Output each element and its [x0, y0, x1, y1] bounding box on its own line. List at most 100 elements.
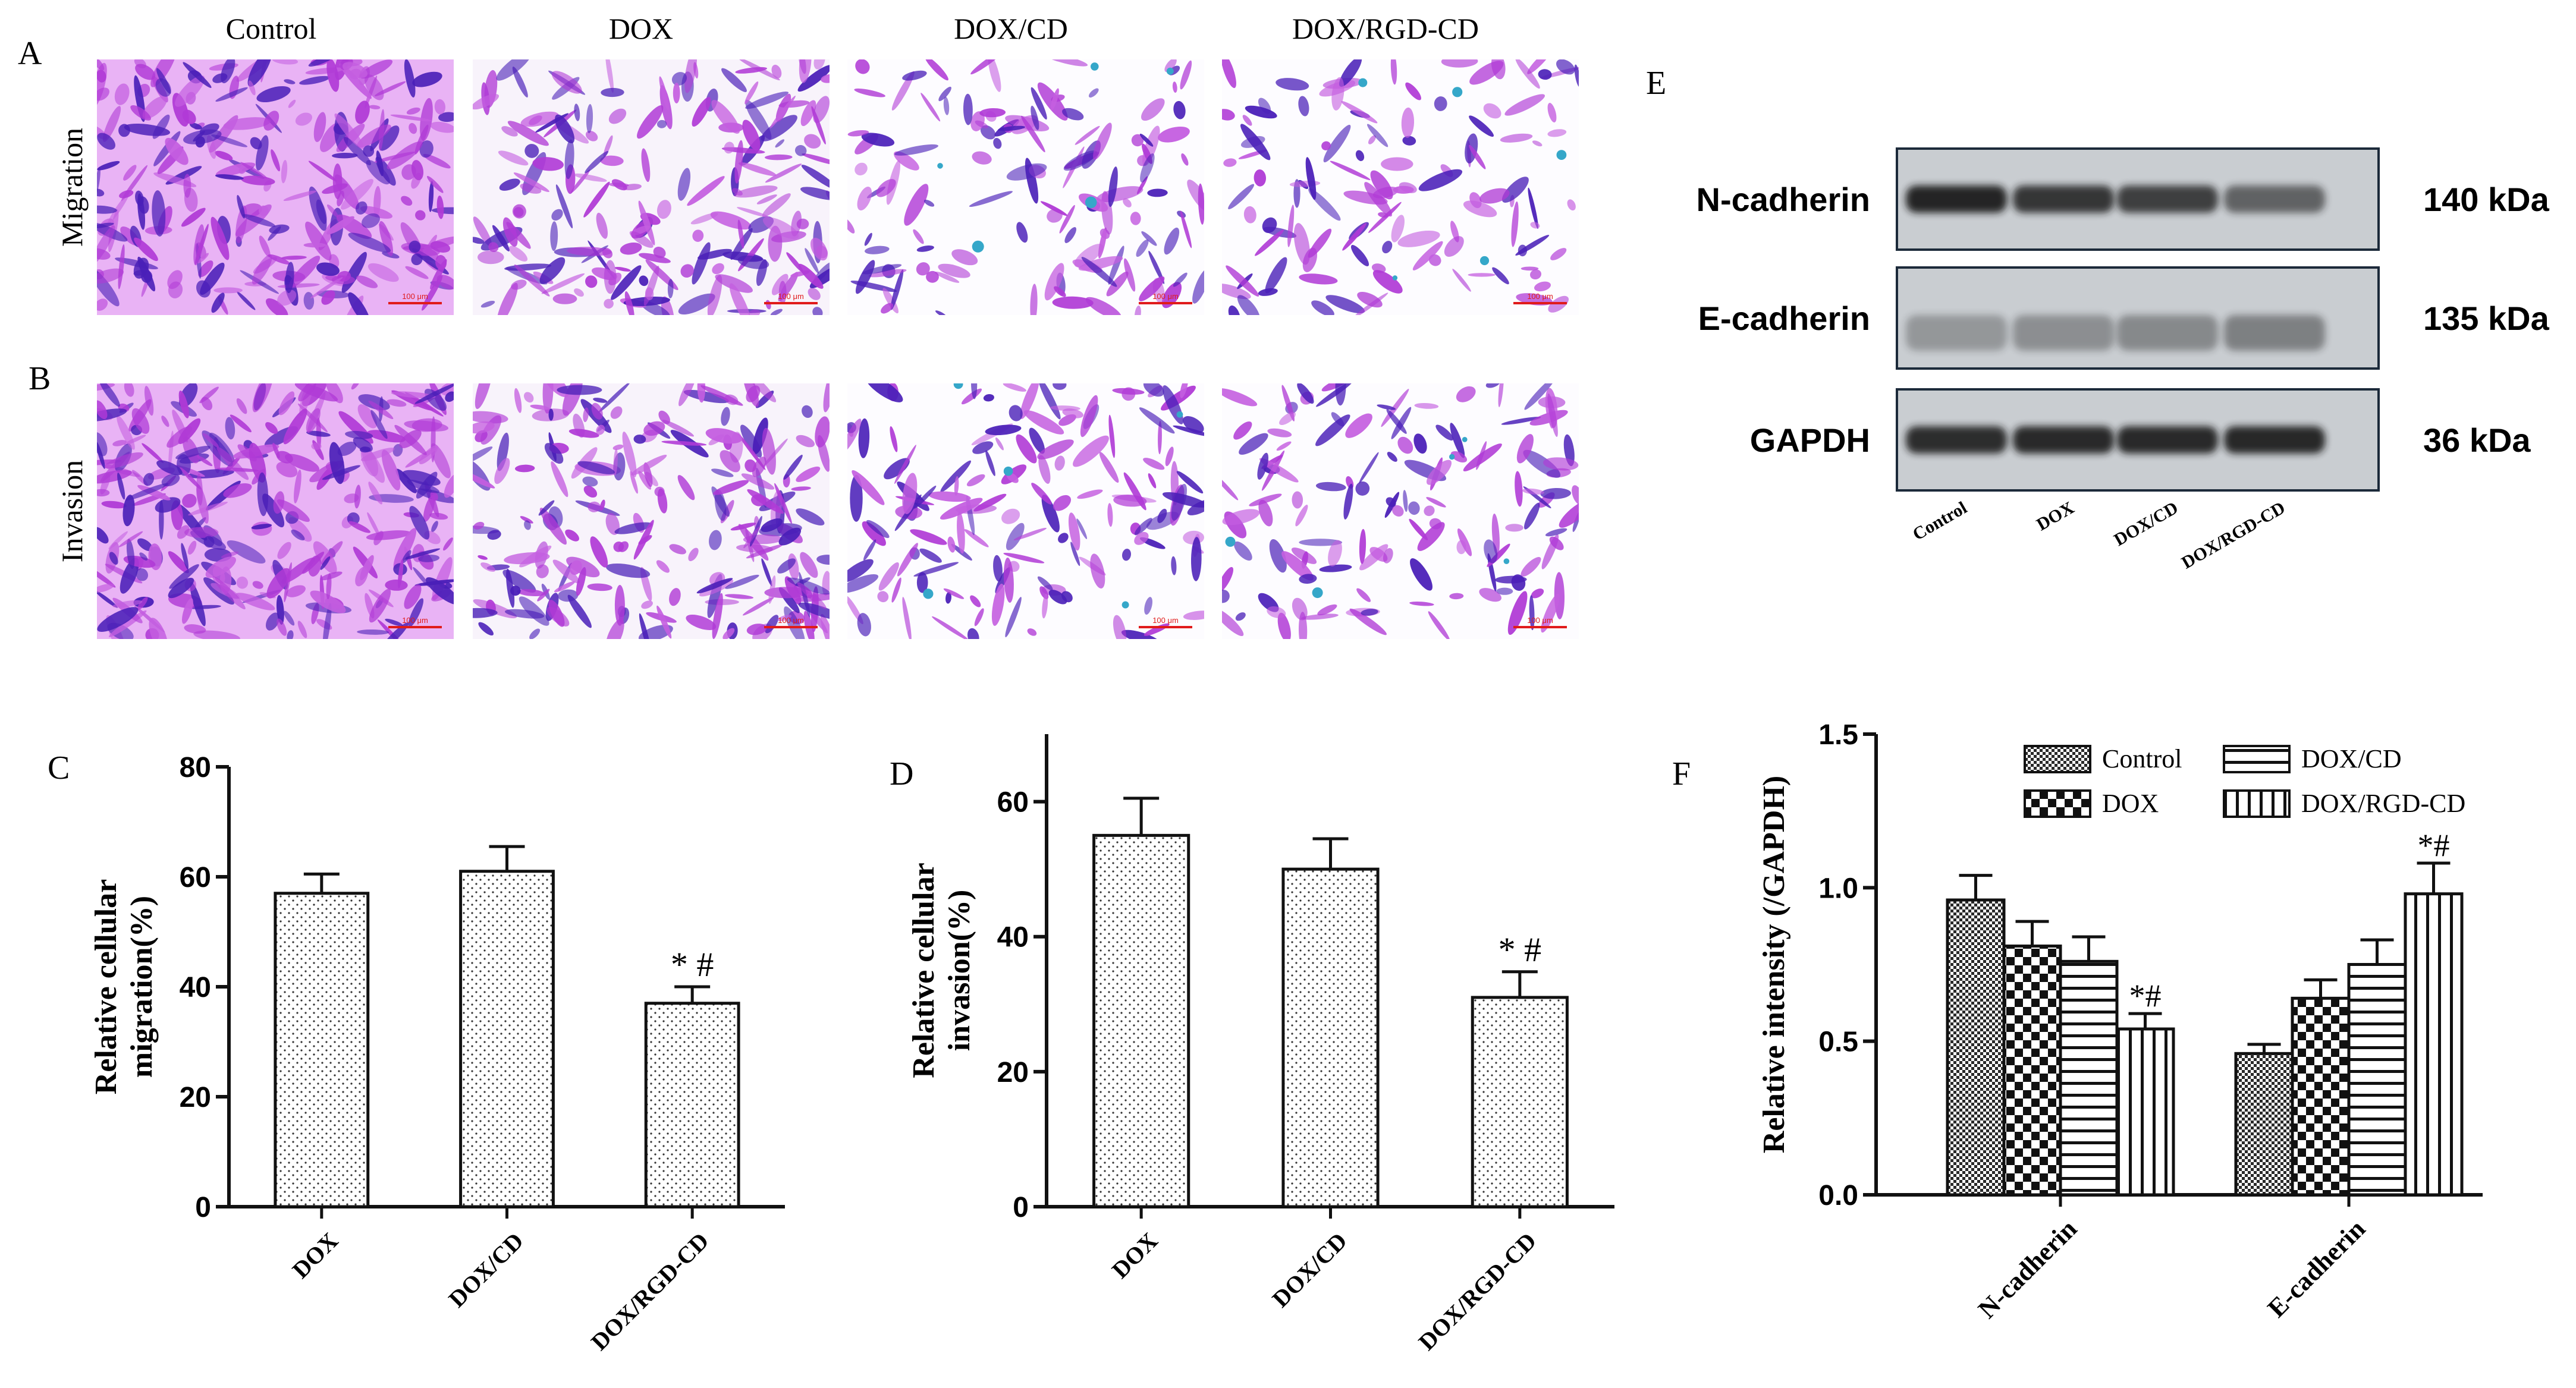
cell — [169, 564, 199, 589]
cell — [847, 574, 879, 593]
cell — [283, 408, 307, 445]
cell — [1298, 612, 1308, 639]
cell — [308, 59, 336, 67]
cell — [565, 529, 579, 542]
cell — [552, 559, 580, 584]
cell — [524, 144, 539, 158]
cell — [910, 529, 947, 545]
cell — [181, 207, 206, 227]
cell — [513, 172, 549, 193]
blot-label-n-cadherin: N-cadherin — [1697, 181, 1871, 218]
cell — [555, 184, 573, 229]
cell — [379, 221, 393, 256]
cell — [963, 93, 973, 125]
cell — [504, 552, 550, 565]
cell — [426, 577, 454, 605]
cell — [1507, 591, 1528, 635]
cell — [564, 139, 574, 180]
cell — [1331, 77, 1344, 111]
cell — [348, 232, 391, 253]
legend-swatch — [2024, 745, 2091, 773]
cell — [865, 246, 890, 254]
x-tick-label: DOX/CD — [1267, 1228, 1352, 1313]
cell — [1559, 499, 1579, 528]
bar — [1281, 867, 1380, 1208]
blot-band — [2013, 426, 2114, 454]
cell — [103, 106, 121, 142]
cell — [730, 523, 756, 531]
cell — [680, 264, 694, 278]
cell — [812, 307, 823, 315]
cell — [1226, 265, 1259, 297]
cell — [765, 615, 779, 634]
cell — [855, 59, 870, 74]
cell — [1228, 305, 1240, 315]
cell — [614, 522, 652, 534]
y-axis-label: Relative intensity (/GAPDH) — [1757, 776, 1791, 1153]
cell — [168, 551, 189, 574]
cell — [991, 583, 1005, 626]
cell — [1182, 416, 1204, 433]
cell — [1511, 201, 1519, 247]
cell — [539, 508, 567, 545]
cell — [1020, 383, 1039, 419]
cell — [890, 426, 898, 452]
cell — [1134, 531, 1149, 545]
cell — [405, 447, 437, 468]
cell — [97, 268, 124, 284]
cell — [137, 597, 148, 610]
cell — [97, 133, 115, 150]
cell — [1387, 452, 1397, 462]
cell — [1528, 187, 1538, 229]
scale-bar-label: 100 μm — [778, 292, 804, 301]
cell — [577, 461, 615, 474]
cell — [1141, 98, 1165, 121]
cell — [510, 586, 521, 596]
cell — [118, 244, 125, 289]
cell — [242, 214, 276, 227]
chart-invasion: 0 20 40 60 Relative cellular invasion(%) DOX DO… — [907, 734, 1614, 1355]
cell — [787, 577, 830, 595]
cell — [1345, 413, 1372, 438]
cell — [112, 440, 127, 446]
cell — [923, 199, 935, 207]
cell — [721, 407, 730, 426]
cell — [1444, 236, 1464, 257]
cell — [1158, 126, 1190, 143]
cell — [947, 536, 956, 553]
cell — [1242, 115, 1252, 126]
blot-band — [2013, 185, 2114, 213]
cell — [857, 186, 872, 211]
cell — [1359, 528, 1366, 564]
cell — [796, 435, 815, 448]
cell — [512, 66, 528, 98]
cell — [236, 576, 249, 589]
micro-col-doxrgdcd: DOX/RGD-CD — [1292, 12, 1479, 45]
cell — [1222, 590, 1230, 603]
cell — [320, 571, 343, 581]
cell — [1165, 446, 1174, 467]
cell — [610, 406, 623, 419]
cell — [1392, 505, 1404, 517]
cell — [294, 469, 301, 503]
cell — [101, 501, 127, 509]
pore-marker — [1452, 87, 1463, 97]
x-tick-label: DOX/RGD-CD — [1413, 1228, 1542, 1356]
blot-lane-label: Control — [1909, 498, 1971, 544]
cell — [1450, 423, 1465, 458]
cell — [548, 408, 554, 421]
cell — [211, 292, 225, 313]
cell — [230, 414, 252, 433]
cell — [601, 87, 624, 97]
cell — [351, 383, 360, 390]
cell — [1030, 284, 1038, 315]
cell — [881, 303, 894, 314]
cell — [189, 122, 202, 130]
cell — [284, 454, 320, 472]
cell — [1545, 528, 1567, 537]
cell — [1029, 427, 1045, 454]
cell — [943, 96, 950, 115]
cell — [1372, 187, 1399, 199]
cell — [1541, 593, 1560, 633]
cell — [1468, 273, 1496, 277]
